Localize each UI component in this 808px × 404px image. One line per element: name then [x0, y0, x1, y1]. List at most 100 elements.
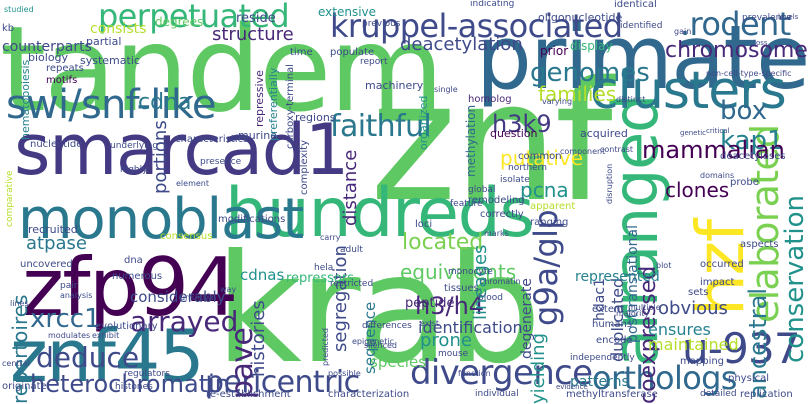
word: families — [538, 82, 617, 106]
word: genetic — [680, 129, 707, 137]
word: comparative — [5, 170, 15, 227]
word: obvious — [658, 298, 728, 319]
word: sets — [688, 287, 709, 298]
word: repressive — [253, 70, 266, 127]
word: loss — [754, 39, 768, 47]
word: domains — [700, 171, 735, 180]
word: tissues — [444, 283, 479, 294]
word: global — [468, 185, 496, 195]
word: individual — [475, 389, 519, 399]
word: blood — [478, 293, 503, 303]
word: zfp94 — [22, 241, 238, 334]
word: exist — [420, 319, 440, 328]
word: carboxy-terminal — [285, 64, 296, 149]
word: murine — [238, 129, 278, 142]
word: underlying — [110, 141, 159, 151]
word: primate — [476, 6, 808, 109]
word: prevalence — [742, 13, 792, 23]
word: central — [2, 359, 30, 368]
word: deduce — [36, 341, 140, 374]
word: heterochromatin — [30, 370, 230, 398]
word: equivalents — [400, 260, 517, 284]
word: repressors — [286, 271, 354, 286]
word: silenced — [364, 341, 398, 350]
word: common — [518, 151, 562, 162]
word: question — [490, 127, 538, 140]
word: analysis — [60, 291, 93, 300]
word: maintained — [648, 335, 739, 354]
word: highly — [120, 165, 148, 175]
word: modulates — [48, 331, 91, 340]
word: methyltransferase — [566, 389, 658, 400]
word: characterization — [328, 389, 410, 400]
word: way — [220, 285, 237, 294]
word: probe — [730, 177, 759, 188]
word: kb — [2, 23, 15, 34]
word: northern — [508, 163, 547, 173]
word: element — [176, 179, 209, 188]
word: portions — [150, 120, 171, 194]
word: non-cell-type-specific — [706, 69, 792, 78]
word: monocyte — [448, 267, 493, 277]
word: single — [434, 85, 458, 94]
word: segregation — [330, 245, 351, 352]
word: histories — [248, 300, 269, 377]
word: evolutionary — [95, 321, 158, 332]
word: prior — [540, 44, 569, 58]
word: tandem — [0, 0, 444, 138]
word: reside — [236, 11, 276, 26]
word: differences — [362, 321, 412, 331]
word: gain — [674, 27, 692, 36]
word: disruption — [605, 163, 614, 204]
word: peptide — [405, 296, 455, 311]
word: function — [458, 369, 491, 378]
word: methylation — [464, 104, 478, 177]
word: divergence — [410, 353, 593, 393]
word: ensures — [648, 320, 711, 339]
word: motifs — [46, 75, 78, 86]
word: faithful — [330, 109, 432, 144]
word: acquired — [580, 127, 628, 140]
word: re-establishment — [206, 389, 291, 400]
word: patterns — [570, 374, 629, 390]
word: perpetuated — [98, 0, 290, 35]
word: apparent — [530, 201, 576, 212]
word: znf45 — [10, 314, 205, 398]
word: clusters — [590, 61, 787, 121]
word: complexity — [299, 140, 310, 195]
word: putative — [500, 146, 584, 170]
word: aspects — [740, 239, 779, 250]
word: clones — [665, 178, 730, 202]
word: degrees — [155, 15, 204, 29]
word: mapping — [680, 356, 725, 367]
word: cdnas — [240, 266, 285, 284]
word: histones — [115, 382, 153, 392]
word: unknown — [180, 293, 217, 302]
word: component — [560, 147, 606, 156]
word: hundreds — [225, 174, 535, 253]
word: pcna — [520, 178, 569, 202]
word: identification — [418, 318, 523, 337]
word: conservation — [780, 194, 808, 363]
word: hematopoiesis — [19, 59, 32, 140]
word: indicating — [470, 0, 515, 9]
word: epigenetic — [352, 337, 394, 346]
word: distinct — [616, 95, 646, 104]
word: correctly — [480, 209, 524, 220]
word: encode — [596, 335, 633, 346]
word: display — [570, 39, 613, 53]
word: presence — [200, 157, 242, 167]
word: monoblast — [18, 187, 304, 252]
word: mouse — [438, 349, 469, 359]
word: numerous — [112, 271, 163, 282]
word: hela — [314, 263, 334, 273]
word: kruppel-associated — [330, 7, 623, 45]
word: levels — [778, 13, 799, 21]
word: partial — [86, 35, 122, 48]
word: blot — [656, 261, 672, 270]
word: organized — [417, 95, 430, 150]
word: report — [360, 57, 388, 67]
word: impact — [700, 277, 735, 288]
word: extensive — [318, 5, 377, 19]
